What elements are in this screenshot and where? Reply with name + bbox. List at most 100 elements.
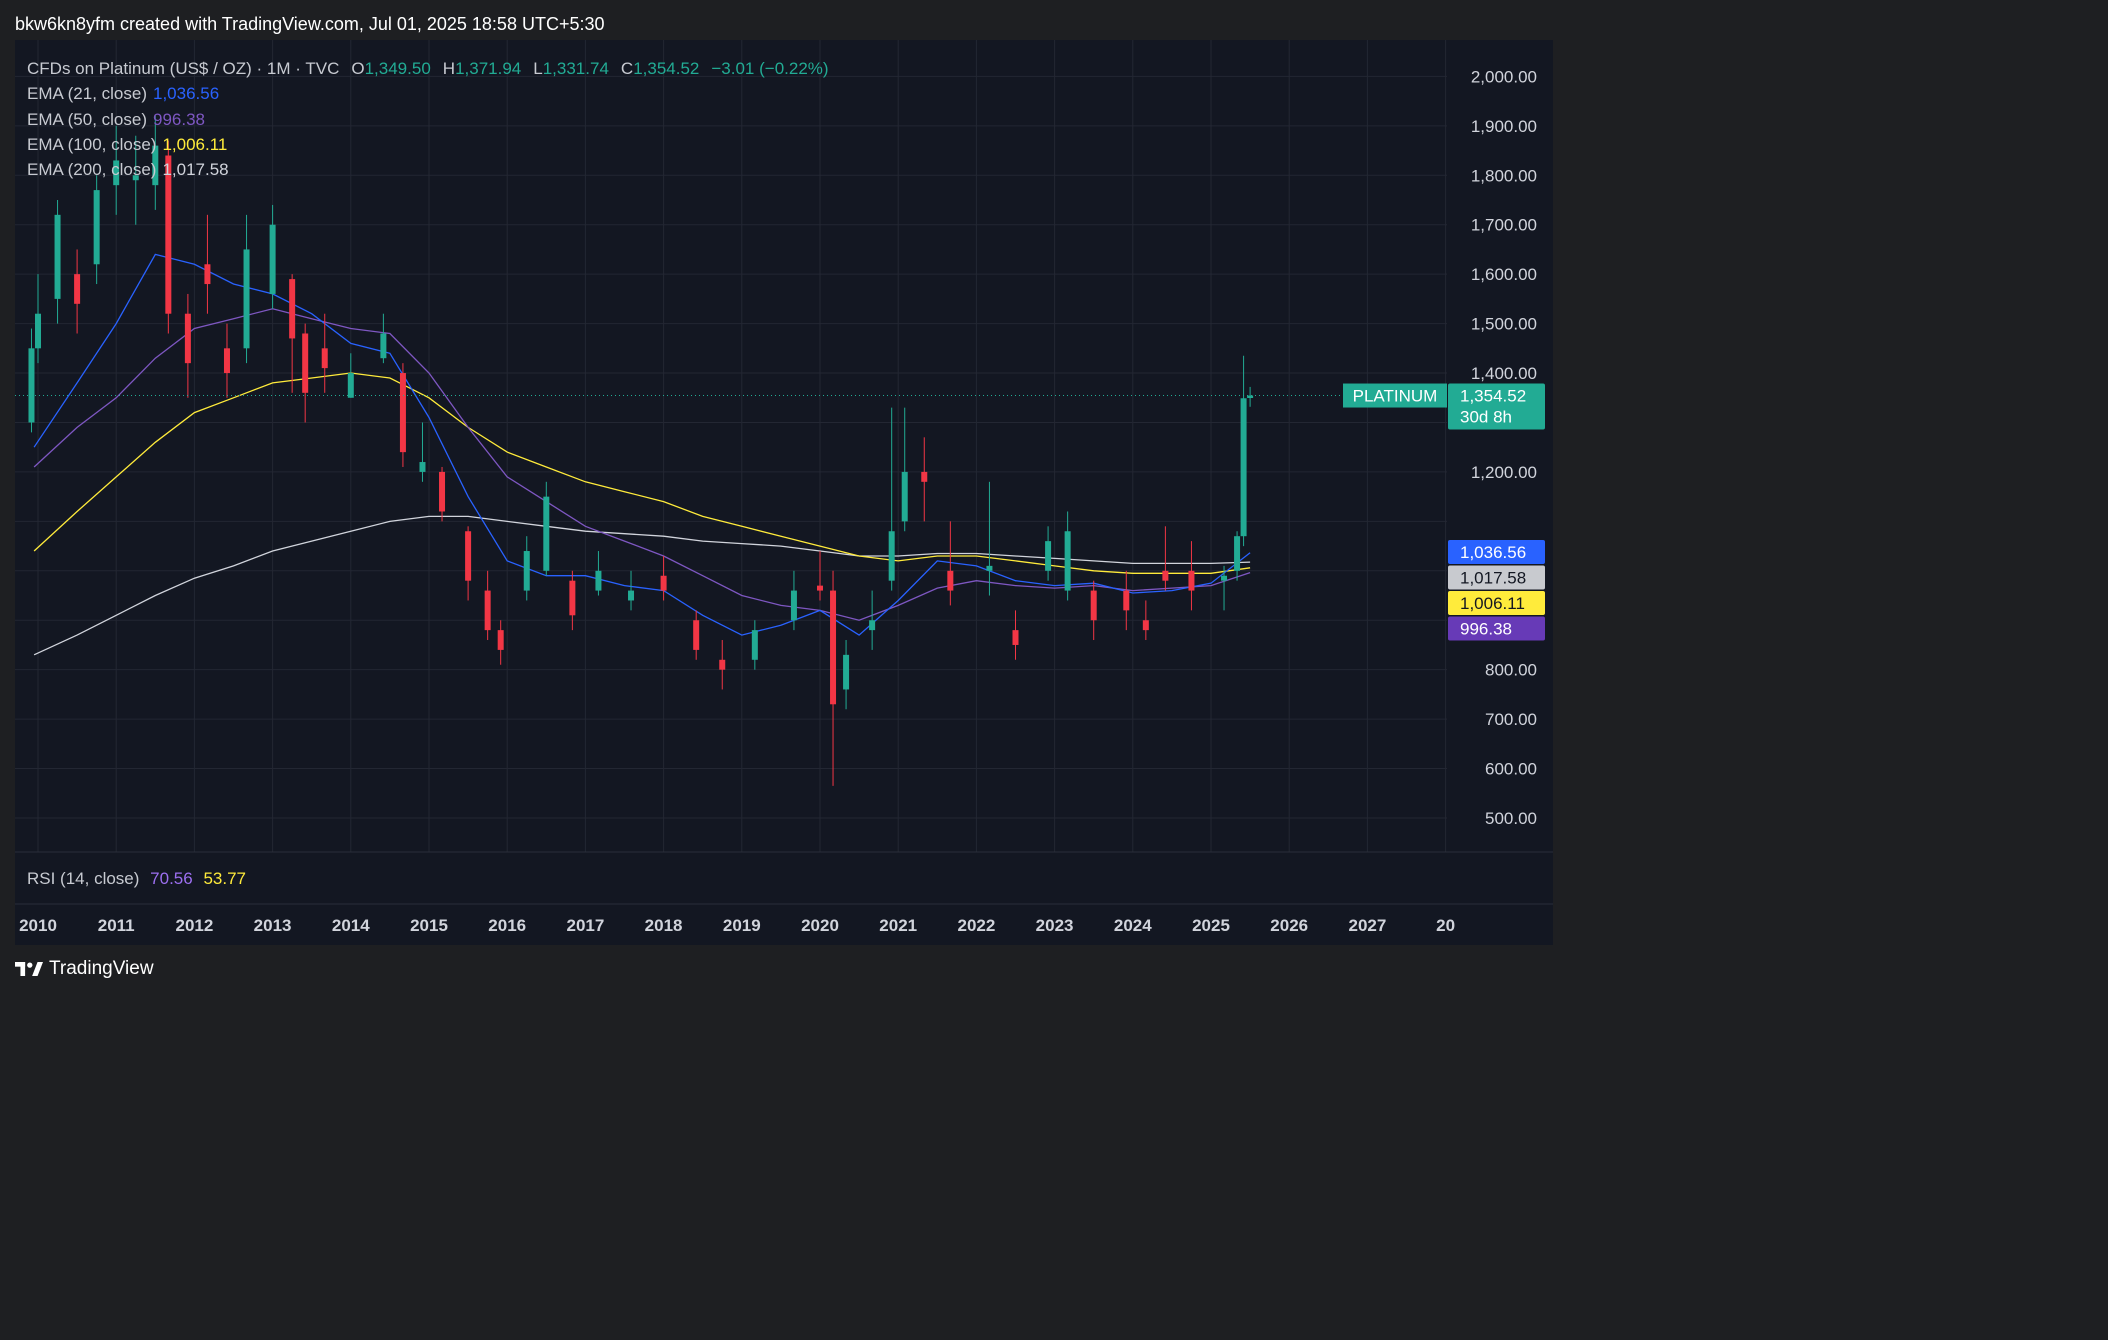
candle-body [751, 630, 758, 660]
candle-body [921, 471, 928, 482]
candle-body [1247, 395, 1254, 399]
time-axis-label: 2012 [175, 916, 213, 935]
time-axis-label: 2010 [19, 916, 57, 935]
candle-body [986, 565, 993, 571]
price-axis-label: 1,200.00 [1471, 463, 1537, 482]
indicator-ema200[interactable]: EMA (200, close) 1,017.58 [27, 157, 829, 182]
candle-body [1123, 590, 1130, 611]
candle-body [569, 580, 576, 616]
close-label: C [620, 59, 634, 78]
candle-body [439, 471, 446, 512]
indicator-ema100[interactable]: EMA (100, close) 1,006.11 [27, 132, 829, 157]
time-axis-label: 2024 [1114, 916, 1152, 935]
time-axis-label: 2025 [1192, 916, 1230, 935]
candle-body [399, 373, 406, 453]
time-axis-label: 2014 [332, 916, 370, 935]
time-axis-label: 2017 [566, 916, 604, 935]
ema100-value: 1,006.11 [162, 134, 228, 154]
ema50-label: EMA (50, close) [27, 109, 147, 129]
candle-body [660, 575, 667, 591]
time-axis-label: 2011 [98, 916, 135, 935]
candle-body [830, 590, 837, 705]
candle-body [132, 175, 139, 181]
ohlc-row: CFDs on Platinum (US$ / OZ) · 1M · TVC O1… [27, 56, 829, 81]
high-value: 1,371.94 [455, 59, 522, 78]
candle-body [543, 496, 550, 571]
close-value: 1,354.52 [633, 59, 700, 78]
candle-body [1221, 575, 1228, 581]
price-axis-label: 1,500.00 [1471, 315, 1537, 334]
price-axis-label: 1,700.00 [1471, 216, 1537, 235]
candle-body [74, 274, 81, 304]
ema200-axis-tag-value: 1,017.58 [1460, 569, 1526, 588]
time-axis-label: 2023 [1036, 916, 1074, 935]
price-axis-label: 1,900.00 [1471, 117, 1537, 136]
chart-caption: bkw6kn8yfm created with TradingView.com,… [15, 14, 605, 34]
candle-body [1162, 570, 1169, 581]
time-axis-label: 2021 [879, 916, 917, 935]
candle-body [223, 348, 230, 374]
price-axis-label: 1,800.00 [1471, 166, 1537, 185]
symbol-title[interactable]: CFDs on Platinum (US$ / OZ) · 1M · TVC [27, 59, 340, 78]
symbol-tag-label: PLATINUM [1353, 387, 1438, 406]
time-axis-label: 2016 [488, 916, 526, 935]
open-value: 1,349.50 [364, 59, 431, 78]
time-axis-label: 2019 [723, 916, 761, 935]
indicator-ema21[interactable]: EMA (21, close) 1,036.56 [27, 81, 829, 106]
candle-body [1234, 536, 1241, 571]
ema200-axis-tag-bg [1448, 565, 1545, 590]
candle-body [289, 279, 296, 339]
candle-body [790, 590, 797, 621]
candle-body [269, 224, 276, 294]
chart-legend: CFDs on Platinum (US$ / OZ) · 1M · TVC O1… [27, 56, 829, 182]
candle-body [35, 313, 41, 349]
candle-body [113, 160, 120, 186]
footer-brand[interactable]: TradingView [15, 958, 154, 980]
time-axis-label: 2013 [254, 916, 292, 935]
candle-body [347, 373, 354, 398]
candle-body [484, 590, 491, 631]
candle-body [497, 630, 504, 650]
time-axis-label: 2026 [1270, 916, 1308, 935]
candle-body [1240, 398, 1247, 537]
countdown-value: 30d 8h [1460, 408, 1512, 427]
ema21-line [33, 253, 1251, 636]
last-price-tag-value: 1,354.52 [1460, 387, 1526, 406]
ema21-axis-tag-bg [1448, 540, 1545, 564]
candle-body [204, 264, 211, 285]
candle-body [302, 333, 309, 393]
footer-brand-label: TradingView [49, 958, 154, 979]
candle-body [693, 620, 700, 650]
candle-body [54, 214, 61, 299]
tradingview-logo-icon [15, 962, 43, 976]
price-axis-label: 800.00 [1485, 661, 1537, 680]
candle-body [184, 313, 191, 364]
candle-body [243, 249, 250, 349]
time-axis-label: 2018 [645, 916, 683, 935]
price-axis-label: 1,600.00 [1471, 265, 1537, 284]
rsi-legend[interactable]: RSI (14, close) 70.56 53.77 [27, 869, 246, 889]
chart-frame[interactable]: 500.00 600.00 700.00 800.00 1,200.00 1,400.00… [15, 40, 1553, 945]
rsi-label: RSI (14, close) [27, 869, 140, 888]
ema100-label: EMA (100, close) [27, 134, 157, 154]
symbol-tag-bg [1343, 383, 1447, 408]
time-axis-label: 2027 [1348, 916, 1386, 935]
candle-body [93, 190, 100, 265]
price-axis-label: 500.00 [1485, 809, 1537, 828]
candle-body [595, 570, 602, 591]
price-axis-label: 2,000.00 [1471, 67, 1537, 86]
candle-body [843, 654, 850, 690]
candle-body [628, 590, 635, 601]
candle-body [719, 659, 726, 670]
ema50-value: 996.38 [153, 109, 205, 129]
candle-body [1012, 630, 1019, 645]
candle-body [901, 471, 908, 522]
candle-body [1090, 590, 1097, 621]
rsi-ma-value: 53.77 [203, 869, 246, 888]
candle-body [1064, 531, 1071, 591]
ema50-axis-tag-bg [1448, 616, 1545, 641]
time-axis-label: 20 [1436, 916, 1455, 935]
price-chart[interactable]: 500.00 600.00 700.00 800.00 1,200.00 1,400.00… [15, 40, 1553, 945]
indicator-ema50[interactable]: EMA (50, close) 996.38 [27, 107, 829, 132]
open-label: O [351, 59, 365, 78]
